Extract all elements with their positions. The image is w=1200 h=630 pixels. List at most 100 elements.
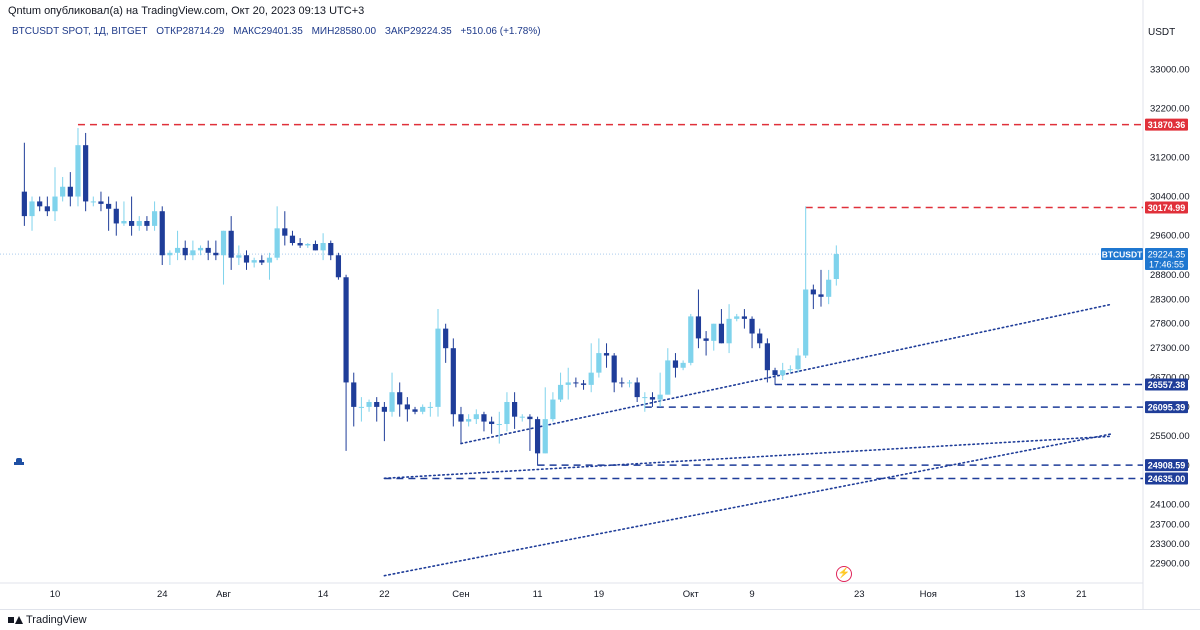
trendline: [460, 303, 1113, 445]
candle-body: [596, 353, 602, 373]
legend-high: МАКС29401.35: [233, 26, 303, 37]
x-tick-label: 24: [157, 589, 168, 600]
candle-body: [550, 399, 556, 420]
y-axis[interactable]: 33000.00 32200.00 31200.00 30400.00 29600.00…: [1150, 64, 1190, 569]
x-tick-label: 19: [594, 589, 605, 600]
candle-body: [443, 328, 449, 349]
candle-body: [113, 208, 119, 224]
candle-body: [351, 382, 357, 407]
lightning-icon[interactable]: ⚡: [836, 566, 852, 582]
candle-body: [205, 247, 211, 253]
candle-body: [144, 221, 150, 226]
candle-body: [190, 250, 196, 256]
candle-body: [619, 382, 625, 384]
tradingview-logo[interactable]: TradingView: [8, 614, 87, 626]
x-tick-label: 10: [50, 589, 61, 600]
candle-body: [236, 255, 242, 258]
tradingview-logo-icon: [8, 615, 23, 625]
ohlc-legend: BTCUSDT SPOT, 1Д, BITGET ОТКР28714.29 МА…: [12, 26, 547, 37]
legend-close: ЗАКР29224.35: [384, 26, 452, 37]
level-price-label: 24635.00: [1148, 474, 1186, 484]
candle-body: [573, 382, 579, 384]
object-tree-icon[interactable]: [14, 458, 24, 466]
legend-change: +510.06 (+1.78%): [460, 26, 541, 37]
candle-body: [810, 289, 816, 295]
candle-body: [672, 360, 679, 368]
candle-body: [328, 243, 334, 256]
candle-body: [688, 316, 694, 363]
x-tick-label: 22: [379, 589, 390, 600]
candle-body: [657, 394, 663, 400]
x-tick-label: 13: [1015, 589, 1026, 600]
level-price-tag: [1145, 378, 1188, 391]
candle-body: [803, 289, 809, 356]
candle-body: [75, 145, 81, 197]
candle-body: [780, 370, 786, 376]
candle-body: [312, 243, 319, 251]
candle-body: [67, 186, 73, 197]
candle-body: [420, 406, 426, 412]
candle-body: [21, 191, 27, 217]
candle-body: [772, 370, 778, 376]
candle-body: [787, 369, 793, 371]
candle-body: [98, 201, 104, 204]
level-price-label: 26557.38: [1148, 380, 1186, 390]
candle-body: [251, 260, 257, 263]
x-tick-label: 9: [749, 589, 754, 600]
candle-body: [450, 348, 456, 415]
candle-body: [588, 372, 594, 385]
currency-label[interactable]: USDT: [1148, 27, 1176, 38]
tradingview-logo-text: TradingView: [26, 614, 87, 626]
grid-layer: [0, 0, 1144, 609]
candle-body: [374, 402, 380, 407]
y-tick-label: 24100.00: [1150, 500, 1190, 511]
candle-body: [734, 316, 740, 319]
trendline: [383, 432, 1113, 577]
candle-body: [557, 384, 564, 400]
candle-body: [358, 406, 364, 408]
candle-body: [512, 402, 518, 417]
x-axis[interactable]: 10 24 Авг 14 22 Сен 11 19 Окт 9 23 Ноя 13 21: [50, 589, 1087, 600]
candle-body: [649, 397, 656, 400]
candle-body: [565, 382, 571, 385]
symbol-tag: [1101, 248, 1143, 261]
y-tick-label: 33000.00: [1150, 64, 1190, 75]
candle-body: [718, 323, 725, 344]
legend-symbol[interactable]: BTCUSDT SPOT, 1Д, BITGET: [12, 26, 148, 37]
candle-body: [504, 402, 510, 425]
footer-bar: TradingView: [0, 609, 1200, 630]
candle-body: [151, 211, 158, 226]
current-price-tag: [1145, 248, 1188, 271]
candle-body: [335, 255, 342, 278]
level-lines-layer: [0, 123, 1143, 480]
candle-body: [220, 230, 227, 256]
candle-body: [833, 254, 839, 280]
candle-body: [167, 252, 173, 256]
candle-body: [496, 424, 502, 426]
legend-open: ОТКР28714.29: [156, 26, 225, 37]
candle-body: [121, 221, 127, 224]
candle-body: [826, 279, 832, 297]
candle-body: [458, 414, 464, 422]
x-tick-label: 14: [318, 589, 329, 600]
candle-body: [749, 318, 755, 334]
y-tick-label: 22900.00: [1150, 558, 1190, 569]
candle-body: [757, 333, 763, 344]
y-tick-label: 29600.00: [1150, 231, 1190, 242]
candle-body: [818, 294, 824, 297]
candle-body: [542, 419, 548, 454]
level-price-tag: [1145, 401, 1188, 414]
y-tick-label: 26700.00: [1150, 373, 1190, 384]
candle-body: [489, 421, 495, 425]
candle-body: [44, 206, 50, 212]
candle-body: [381, 406, 387, 412]
level-price-tag: [1145, 472, 1188, 485]
candles-layer: [21, 128, 839, 466]
publisher-line: Qntum опубликовал(а) на TradingView.com,…: [8, 5, 365, 17]
y-tick-label: 32200.00: [1150, 103, 1190, 114]
x-tick-label: 23: [854, 589, 865, 600]
candle-body: [343, 277, 349, 383]
legend-low: МИН28580.00: [311, 26, 377, 37]
x-tick-label: Сен: [452, 589, 469, 600]
